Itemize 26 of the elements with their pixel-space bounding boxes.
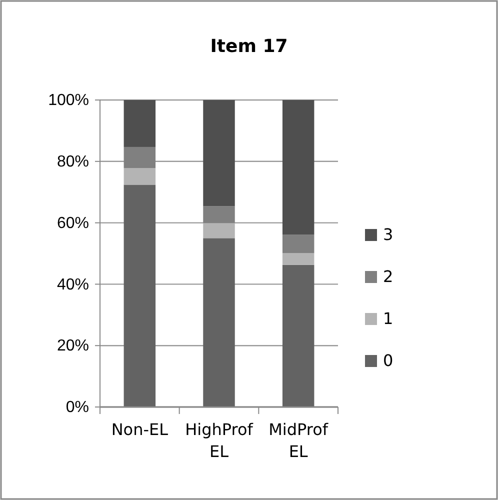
y-tick-label: 40%	[56, 276, 89, 294]
chart-title: Item 17	[210, 36, 288, 57]
bar	[203, 238, 235, 407]
bar	[124, 168, 156, 185]
x-tick-label: MidProf EL	[268, 420, 328, 461]
y-tick-label: 100%	[48, 92, 89, 110]
bar	[203, 223, 235, 238]
legend-label: 2	[383, 267, 394, 286]
x-tick-label: HighProf EL	[185, 420, 254, 461]
bar	[203, 100, 235, 206]
bar	[282, 253, 314, 265]
y-tick-label: 0%	[66, 399, 89, 416]
bar	[124, 100, 156, 147]
bar	[282, 264, 314, 407]
y-tick-label: 20%	[56, 338, 89, 355]
y-tick-label: 60%	[56, 214, 89, 232]
bar	[282, 100, 314, 235]
bar	[124, 146, 156, 168]
bar	[203, 206, 235, 224]
legend-label: 1	[383, 309, 394, 328]
bar	[282, 234, 314, 254]
x-tick-label: Non-EL	[111, 420, 168, 439]
y-tick-label: 80%	[56, 154, 89, 171]
bar	[124, 184, 156, 407]
legend-label: 0	[383, 351, 394, 370]
legend-label: 3	[383, 225, 394, 244]
